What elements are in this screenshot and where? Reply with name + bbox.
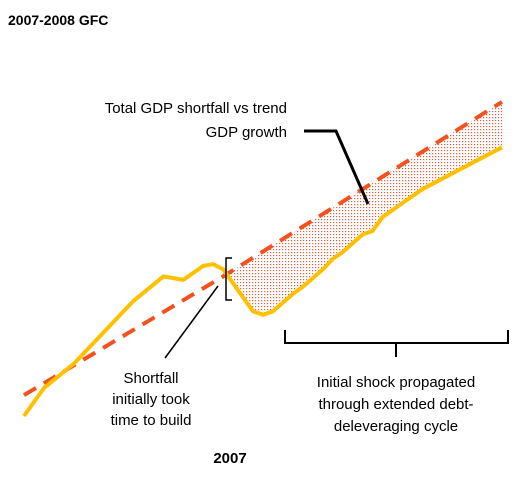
annotation-total-shortfall-line-2: GDP growth	[206, 124, 287, 141]
annotation-deleveraging-line-2: through extended debt-	[318, 396, 473, 413]
x-tick-label-2007: 2007	[213, 450, 246, 467]
annotation-deleveraging-line-3: deleveraging cycle	[334, 418, 458, 435]
trend-gdp-series-line	[22, 100, 504, 397]
annotation-deleveraging-line-1: Initial shock propagated	[317, 374, 475, 391]
early-shortfall-bracket	[225, 257, 232, 301]
annotation-early-shortfall-line-3: time to build	[111, 412, 192, 429]
shortfall-area	[223, 101, 502, 315]
annotation-early-shortfall-leader	[164, 285, 219, 359]
annotation-total-shortfall-leader	[304, 129, 370, 205]
annotation-early-shortfall-line-1: Shortfall	[123, 370, 178, 387]
annotation-early-shortfall-line-2: initially took	[112, 391, 190, 408]
actual-gdp-series-line	[22, 145, 503, 418]
chart-title: 2007-2008 GFC	[8, 12, 108, 28]
deleveraging-brace	[284, 330, 509, 357]
annotation-total-shortfall-line-1: Total GDP shortfall vs trend	[105, 100, 287, 117]
